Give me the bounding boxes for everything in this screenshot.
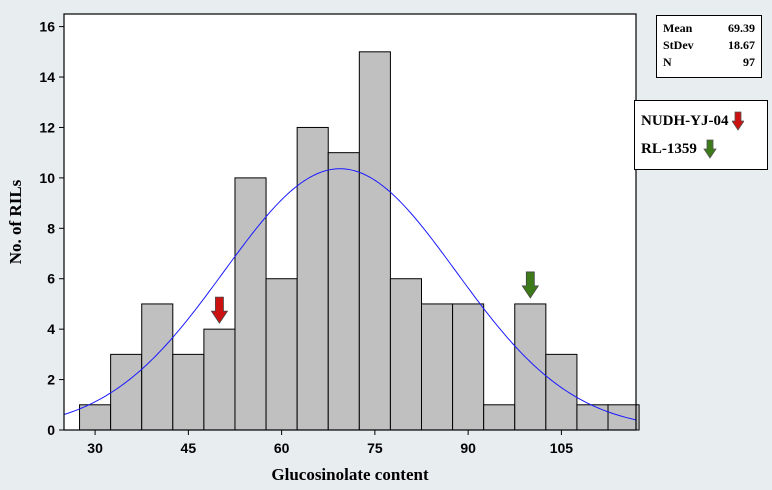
histogram-bar-17 bbox=[607, 404, 640, 431]
histogram-bar-15 bbox=[545, 353, 578, 431]
x-tick-label-4: 90 bbox=[460, 440, 476, 456]
stats-mean-value: 69.39 bbox=[728, 21, 755, 35]
x-tick-label-3: 75 bbox=[367, 440, 383, 456]
stats-mean-row: Mean 69.39 bbox=[663, 20, 755, 37]
stats-box: Mean 69.39 StDev 18.67 N 97 bbox=[656, 15, 762, 78]
histogram-bar-10 bbox=[389, 278, 423, 431]
normal-fit-curve bbox=[63, 168, 637, 421]
y-tick-label-6: 12 bbox=[39, 119, 55, 135]
marker-arrow-1 bbox=[521, 271, 540, 299]
x-tick-label-0: 30 bbox=[87, 440, 103, 456]
histogram-bar-8 bbox=[327, 152, 360, 431]
y-tick-label-7: 14 bbox=[39, 69, 55, 85]
x-tick-label-2: 60 bbox=[274, 440, 290, 456]
histogram-bar-0 bbox=[79, 404, 112, 431]
plot-frame bbox=[63, 13, 637, 431]
histogram-bar-6 bbox=[265, 278, 298, 431]
y-tick-label-5: 10 bbox=[39, 170, 55, 186]
x-axis-title: Glucosinolate content bbox=[271, 465, 429, 484]
histogram-bar-13 bbox=[483, 404, 516, 431]
y-tick-label-3: 6 bbox=[47, 271, 55, 287]
y-tick-label-0: 0 bbox=[47, 422, 55, 438]
histogram-bar-7 bbox=[296, 126, 329, 431]
stats-n-label: N bbox=[663, 55, 672, 69]
legend-item-nudh: NUDH-YJ-04 bbox=[641, 107, 761, 135]
stats-stdev-row: StDev 18.67 bbox=[663, 37, 755, 54]
histogram-bar-3 bbox=[172, 353, 205, 431]
stats-mean-label: Mean bbox=[663, 21, 693, 35]
histogram-bar-11 bbox=[421, 303, 454, 431]
histogram-bar-16 bbox=[576, 404, 609, 431]
legend-item-rl: RL-1359 bbox=[641, 135, 761, 163]
y-tick-label-1: 2 bbox=[47, 372, 55, 388]
histogram-bar-12 bbox=[452, 303, 485, 431]
bars-group bbox=[79, 51, 640, 431]
legend-label-nudh: NUDH-YJ-04 bbox=[641, 112, 729, 129]
x-tick-label-5: 105 bbox=[550, 440, 574, 456]
histogram-bar-1 bbox=[110, 353, 143, 431]
histogram-bar-14 bbox=[514, 303, 547, 431]
legend-label-rl: RL-1359 bbox=[641, 140, 697, 157]
histogram-bar-4 bbox=[203, 328, 236, 431]
stats-n-value: 97 bbox=[743, 55, 755, 69]
stats-stdev-label: StDev bbox=[663, 38, 694, 52]
marker-arrow-0 bbox=[210, 296, 229, 324]
legend-box: NUDH-YJ-04 RL-1359 bbox=[634, 100, 768, 170]
y-tick-label-2: 4 bbox=[47, 321, 55, 337]
y-axis-title: No. of RILs bbox=[6, 179, 25, 264]
x-tick-label-1: 45 bbox=[181, 440, 197, 456]
y-tick-label-8: 16 bbox=[39, 19, 55, 35]
stats-stdev-value: 18.67 bbox=[728, 38, 755, 52]
histogram-bar-5 bbox=[234, 177, 267, 431]
red-arrow-icon bbox=[731, 111, 744, 131]
axes-group: 30 45 60 75 90 105 0 2 4 6 8 10 12 14 16 bbox=[39, 13, 637, 456]
green-arrow-icon bbox=[703, 139, 717, 159]
histogram-bar-2 bbox=[141, 303, 174, 431]
y-tick-label-4: 8 bbox=[47, 220, 55, 236]
histogram-bar-9 bbox=[358, 51, 391, 431]
stats-n-row: N 97 bbox=[663, 54, 755, 71]
markers-group bbox=[210, 271, 540, 324]
